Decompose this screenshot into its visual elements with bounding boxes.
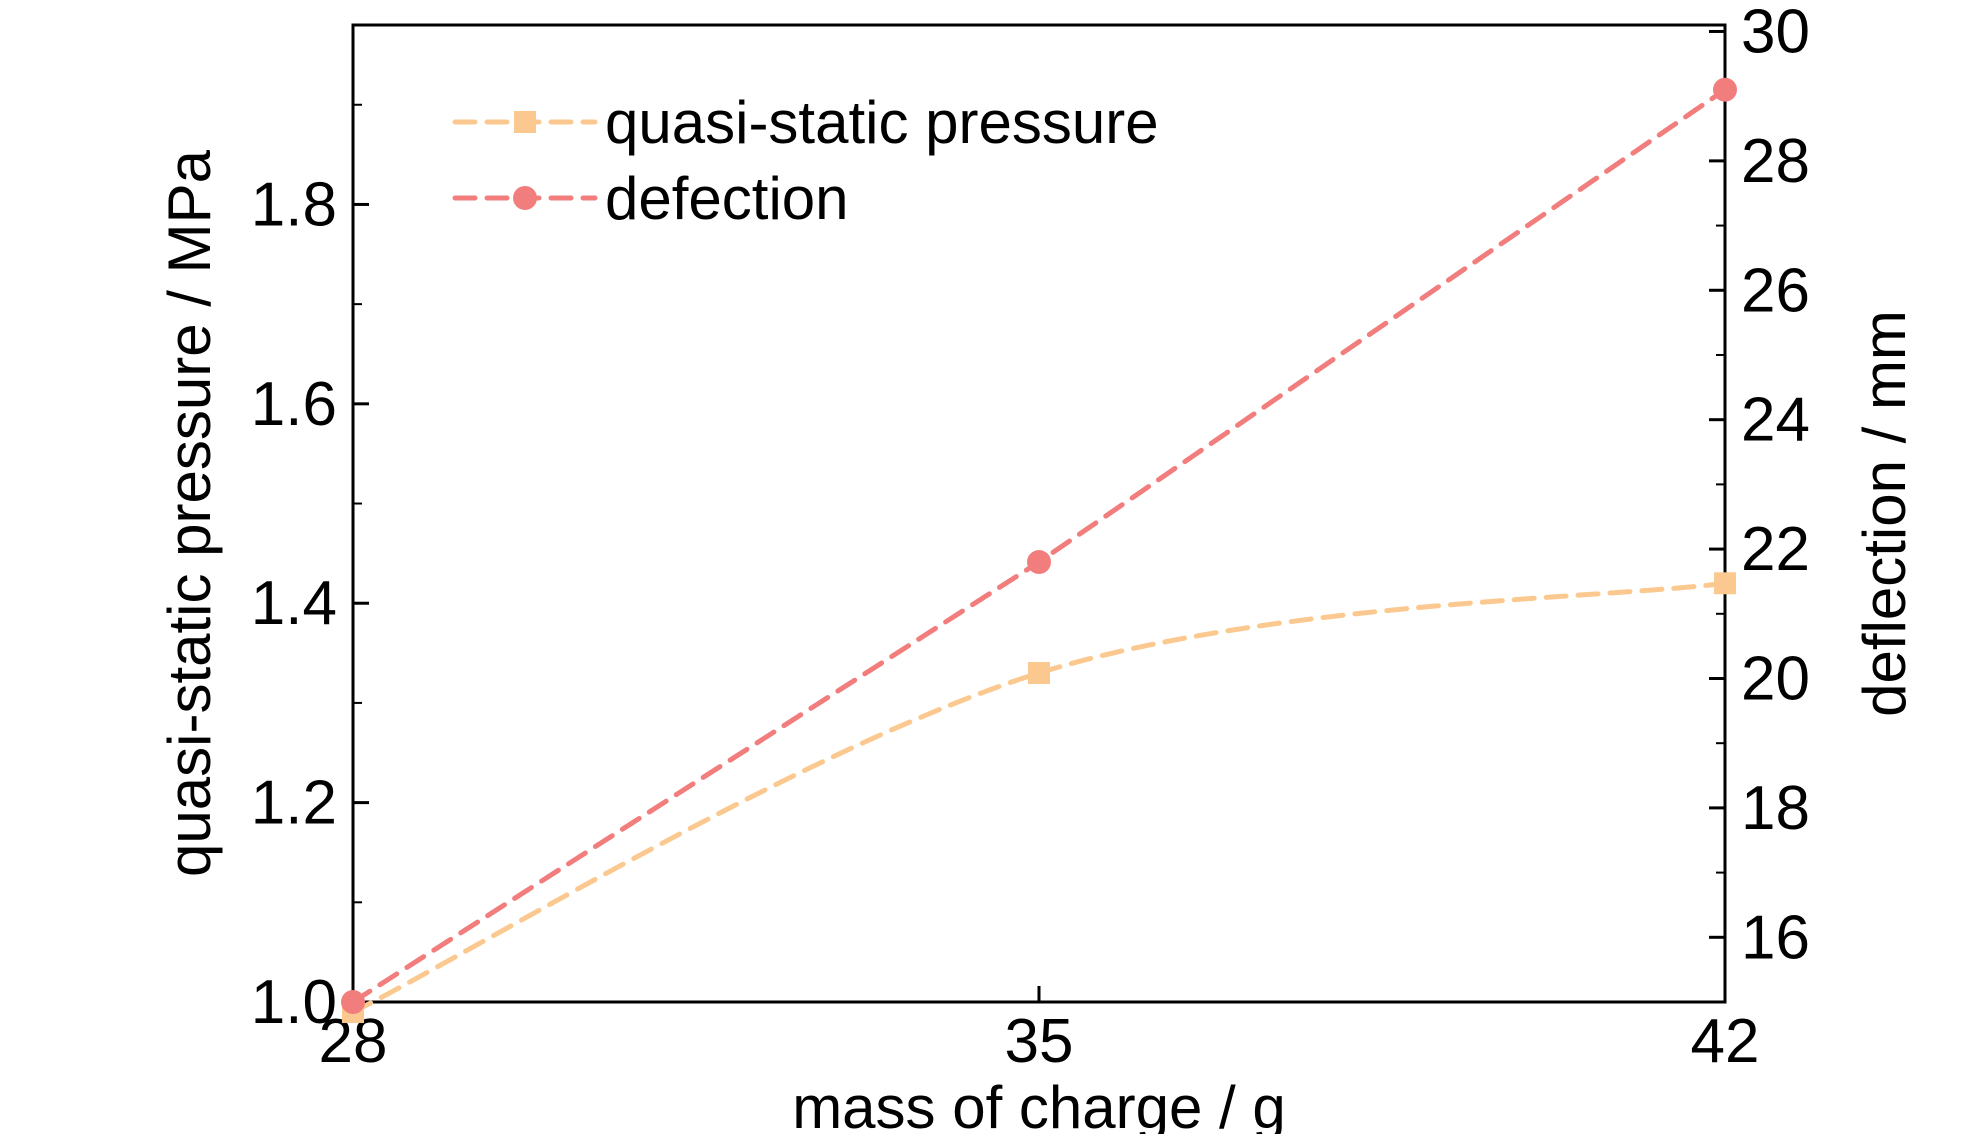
x-tick-label: 35 xyxy=(1005,1007,1074,1076)
deflection-point xyxy=(1027,550,1051,575)
legend-marker-pressure xyxy=(514,111,536,133)
x-tick-label: 42 xyxy=(1691,1007,1760,1076)
legend-label-pressure: quasi-static pressure xyxy=(605,89,1159,156)
pressure-point xyxy=(1028,662,1050,685)
pressure-series-line xyxy=(350,580,1728,1015)
x-axis-title: mass of charge / g xyxy=(792,1074,1286,1134)
legend-marker-deflection xyxy=(513,186,537,210)
deflection-point xyxy=(341,990,365,1014)
left-y-tick-label: 1.2 xyxy=(251,769,337,838)
right-y-tick-label: 22 xyxy=(1741,515,1810,584)
legend-group: quasi-static pressure defection xyxy=(452,89,1159,232)
right-y-tick-label: 20 xyxy=(1741,644,1810,713)
right-y-tick-label: 18 xyxy=(1741,774,1810,843)
right-y-tick-label: 28 xyxy=(1741,127,1810,196)
right-y-tick-label: 16 xyxy=(1741,903,1810,972)
right-y-tick-label: 24 xyxy=(1741,386,1810,455)
pressure-point xyxy=(1714,572,1736,595)
right-y-axis-title: deflection / mm xyxy=(1851,310,1918,717)
left-y-tick-label: 1.0 xyxy=(251,968,337,1037)
left-y-tick-label: 1.6 xyxy=(251,370,337,439)
left-y-tick-label: 1.8 xyxy=(251,170,337,239)
left-y-axis-title: quasi-static pressure / MPa xyxy=(156,149,223,877)
plot-frame-group xyxy=(351,23,1727,1004)
legend-label-deflection: defection xyxy=(605,165,849,232)
left-y-tick-label: 1.4 xyxy=(251,569,337,638)
deflection-point xyxy=(1713,77,1737,102)
deflection-series-line xyxy=(350,87,1728,1005)
series-group xyxy=(341,77,1737,1023)
plot-frame xyxy=(351,23,1727,1004)
right-y-tick-label: 26 xyxy=(1741,256,1810,325)
right-y-tick-label: 30 xyxy=(1741,0,1810,66)
